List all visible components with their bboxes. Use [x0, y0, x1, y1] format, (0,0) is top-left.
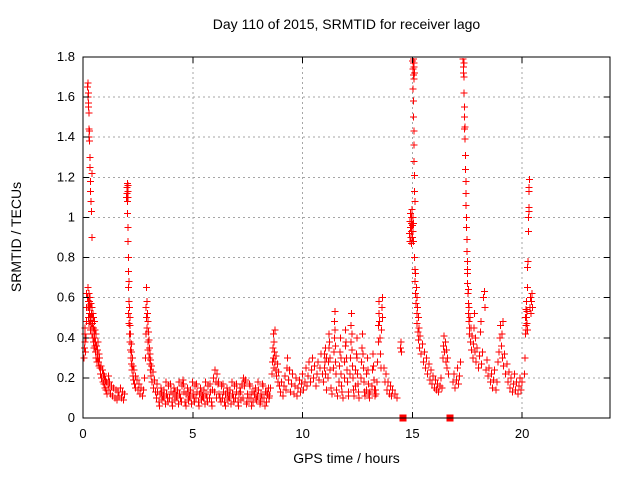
x-tick-label: 5 — [189, 426, 196, 441]
y-tick-label: 1.4 — [57, 129, 75, 144]
x-tick-label: 20 — [515, 426, 529, 441]
y-tick-label: 0.6 — [57, 290, 75, 305]
y-tick-label: 1.2 — [57, 169, 75, 184]
chart-title: Day 110 of 2015, SRMTID for receiver lag… — [212, 16, 481, 32]
y-tick-label: 0 — [68, 410, 75, 425]
y-tick-label: 0.4 — [57, 330, 75, 345]
series-srmtid — [80, 58, 537, 410]
y-tick-label: 0.8 — [57, 250, 75, 265]
y-tick-label: 0.2 — [57, 370, 75, 385]
y-tick-label: 1 — [68, 209, 75, 224]
y-tick-label: 1.8 — [57, 49, 75, 64]
x-tick-label: 0 — [79, 426, 86, 441]
x-tick-label: 15 — [405, 426, 419, 441]
x-tick-label: 10 — [295, 426, 309, 441]
y-tick-label: 1.6 — [57, 89, 75, 104]
x-axis-label: GPS time / hours — [293, 450, 400, 466]
plot-border — [82, 56, 611, 419]
